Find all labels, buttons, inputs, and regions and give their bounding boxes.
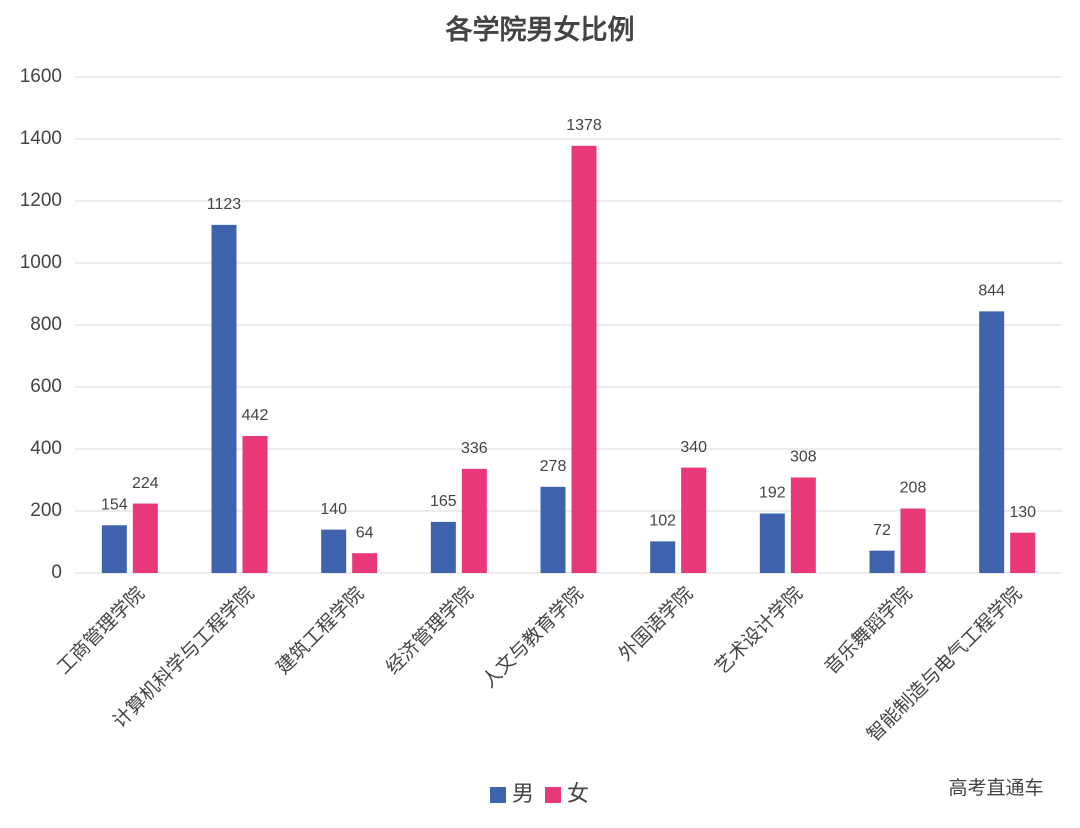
data-label: 130	[1009, 504, 1036, 521]
bar	[759, 513, 785, 573]
x-tick-label: 外国语学院	[615, 583, 698, 666]
data-label: 1123	[207, 196, 242, 213]
y-tick-label: 0	[51, 562, 62, 583]
data-label: 442	[242, 407, 269, 424]
data-label: 165	[430, 493, 457, 510]
data-label: 192	[759, 485, 786, 502]
data-label: 208	[900, 480, 927, 497]
data-label: 308	[790, 449, 817, 466]
bar	[979, 311, 1005, 573]
data-label: 140	[320, 501, 347, 518]
bar	[681, 467, 707, 573]
bar	[211, 224, 237, 573]
watermark: 高考直通车	[948, 777, 1043, 799]
bar	[540, 486, 566, 573]
y-tick-label: 1400	[20, 128, 62, 149]
y-tick-label: 1200	[20, 190, 62, 211]
legend-label: 男	[512, 781, 534, 806]
data-label: 340	[680, 439, 707, 456]
data-label: 1378	[566, 117, 602, 134]
x-tick-label: 音乐舞蹈学院	[820, 583, 916, 679]
bar	[242, 435, 268, 573]
bar	[571, 145, 597, 573]
bar	[1010, 532, 1036, 573]
bar	[900, 508, 926, 573]
bar	[101, 525, 127, 573]
y-tick-label: 600	[30, 376, 62, 397]
data-label: 278	[540, 458, 567, 475]
data-label: 102	[649, 513, 676, 530]
bar	[132, 503, 158, 573]
y-tick-label: 1600	[20, 66, 62, 87]
bar	[869, 550, 895, 573]
data-label: 64	[356, 524, 374, 541]
x-tick-label: 建筑工程学院	[272, 583, 368, 679]
bar	[650, 541, 676, 573]
x-tick-label: 工商管理学院	[53, 583, 149, 679]
data-label: 72	[873, 522, 891, 539]
x-tick-label: 经济管理学院	[382, 583, 478, 679]
bar	[461, 468, 487, 573]
x-tick-label: 艺术设计学院	[711, 583, 807, 679]
legend-label: 女	[567, 781, 589, 806]
data-label: 336	[461, 440, 488, 457]
bar	[790, 477, 816, 573]
y-tick-label: 1000	[20, 252, 62, 273]
data-label: 224	[132, 475, 159, 492]
bar	[321, 529, 347, 573]
y-tick-label: 400	[30, 438, 62, 459]
y-tick-label: 200	[30, 500, 62, 521]
bar	[352, 553, 378, 573]
legend-swatch	[545, 787, 561, 803]
legend-swatch	[490, 787, 506, 803]
data-label: 844	[978, 283, 1005, 300]
chart-title: 各学院男女比例	[445, 14, 635, 45]
bar	[430, 521, 456, 573]
x-tick-label: 人文与教育学院	[478, 583, 588, 693]
y-tick-label: 800	[30, 314, 62, 335]
data-label: 154	[101, 496, 128, 513]
